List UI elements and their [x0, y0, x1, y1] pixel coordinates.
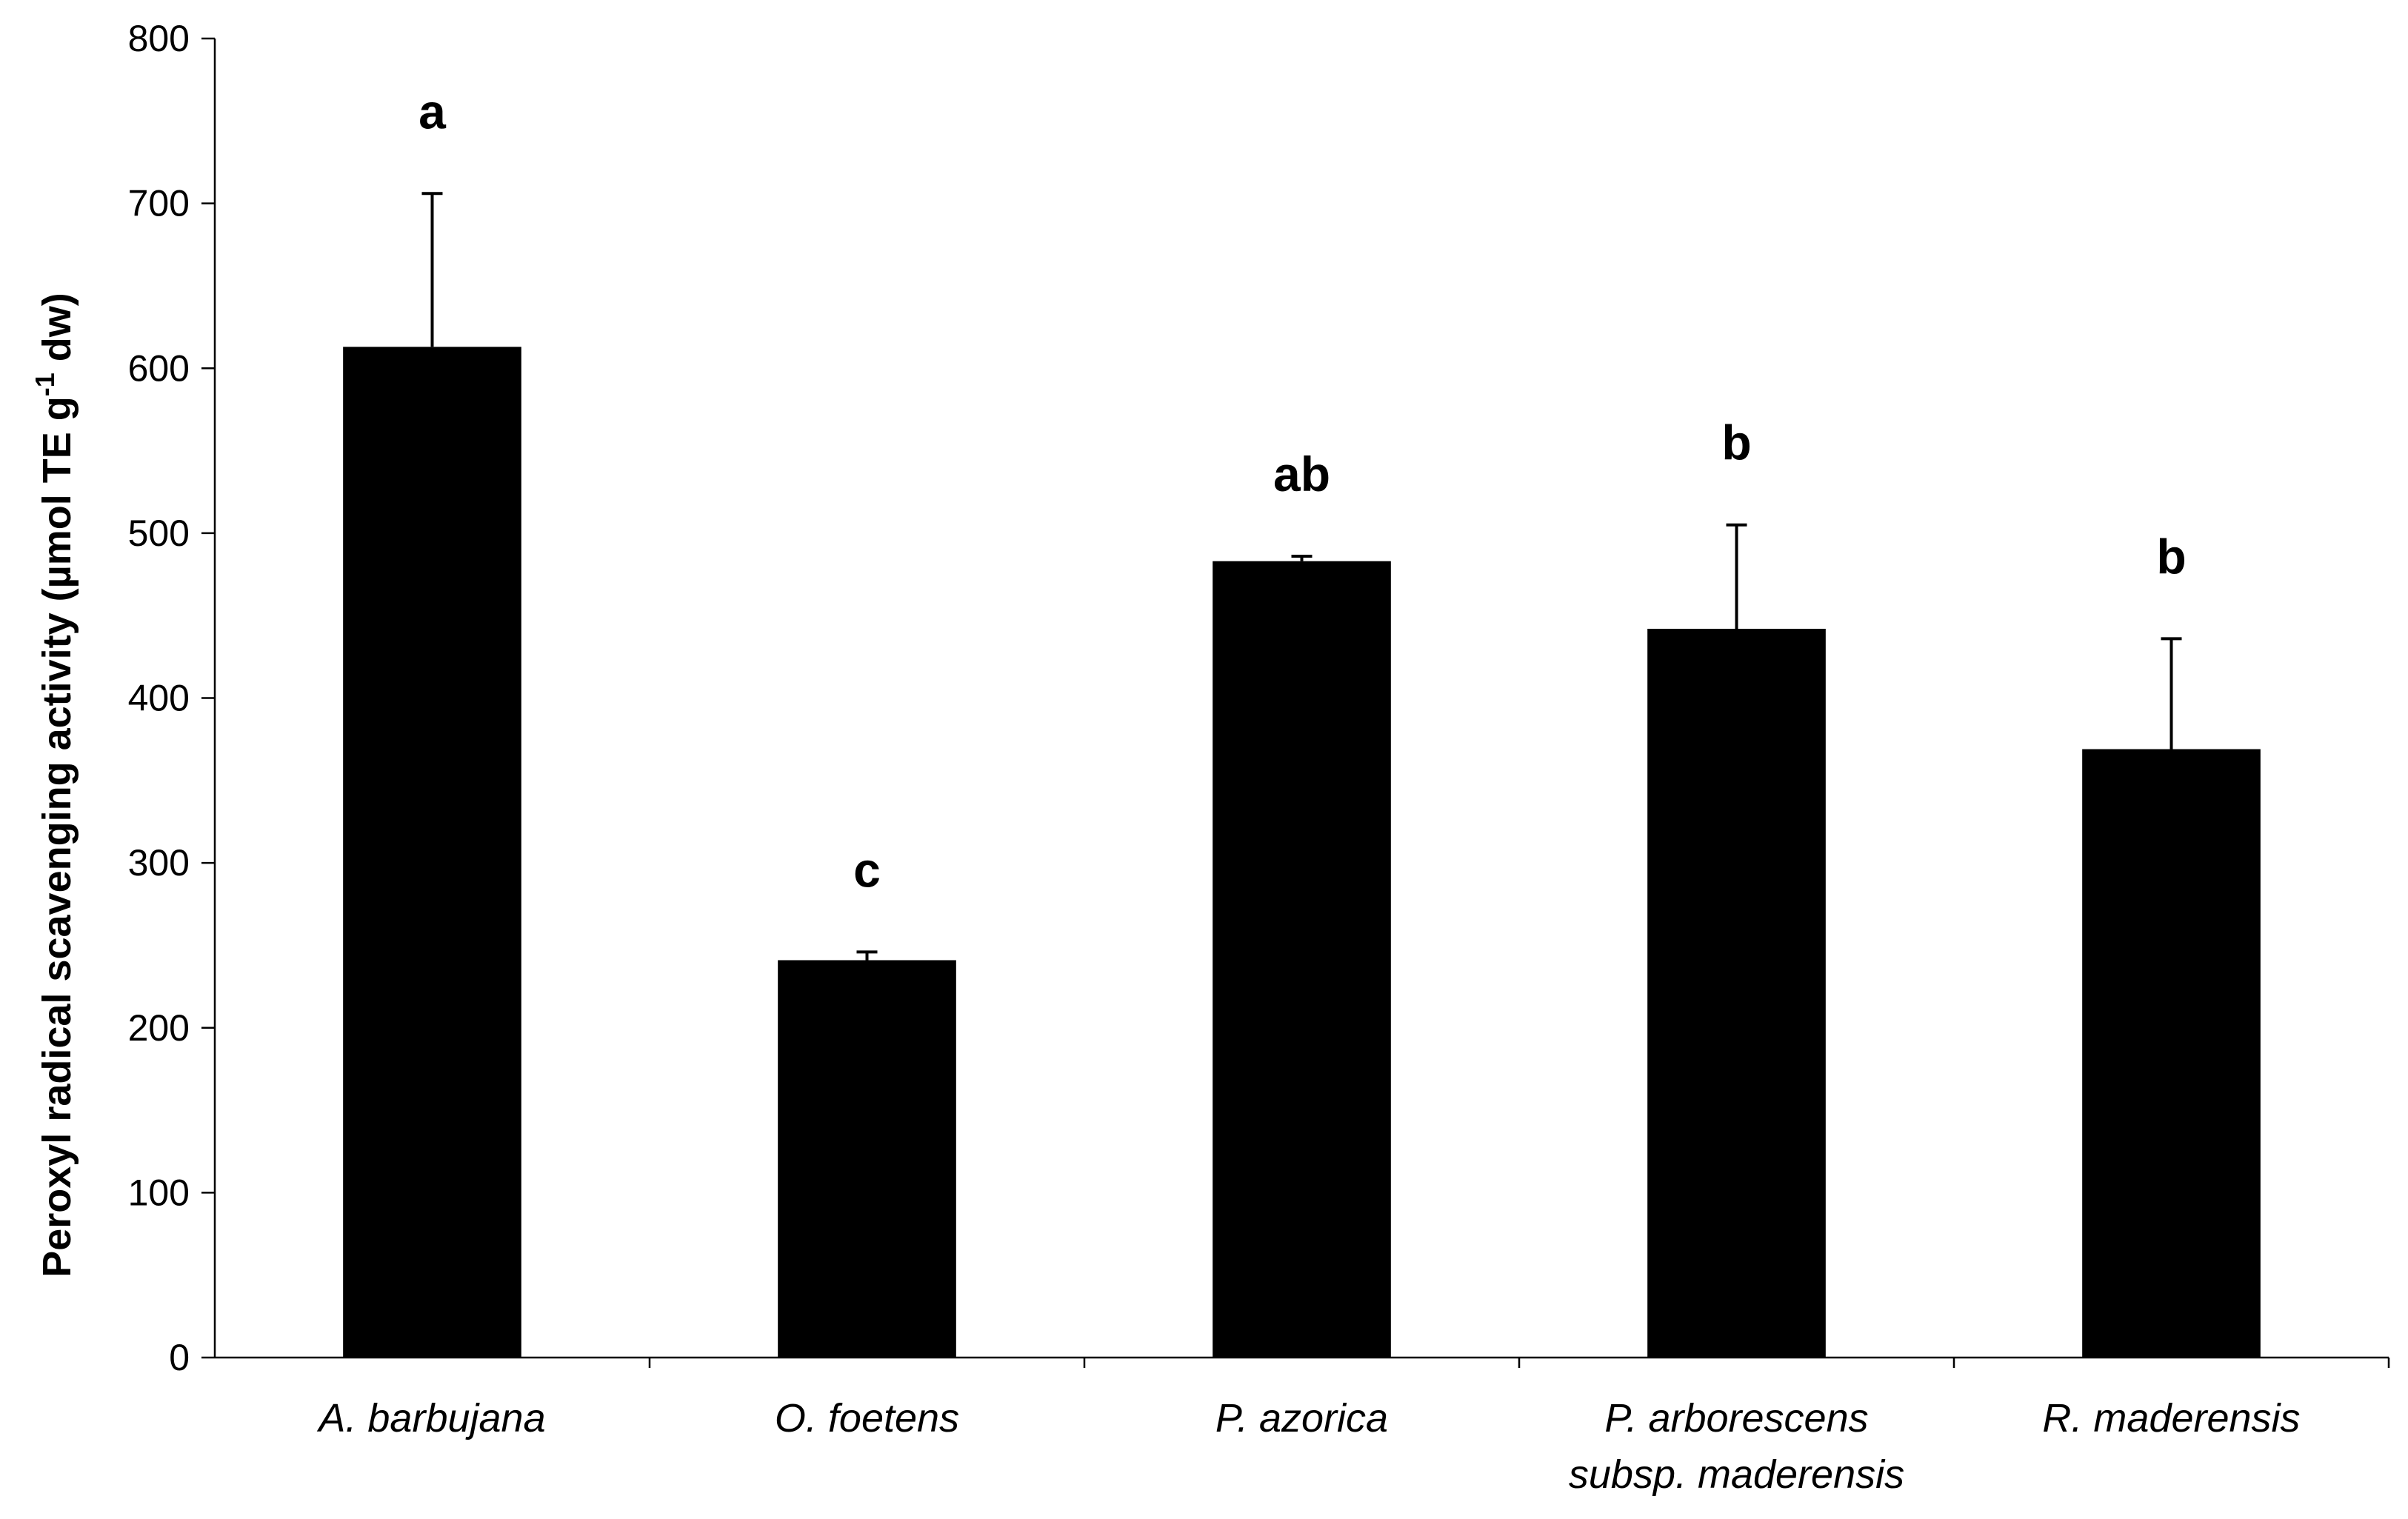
- x-tick-label: R. maderensis: [2042, 1396, 2300, 1440]
- significance-letter: ab: [1273, 447, 1330, 501]
- bar: [2082, 749, 2261, 1358]
- x-tick-label: P. arborescens: [1604, 1396, 1868, 1440]
- y-tick-label: 200: [128, 1007, 190, 1049]
- y-tick-label: 400: [128, 678, 190, 719]
- y-tick-label: 600: [128, 347, 190, 389]
- significance-letter: a: [418, 84, 447, 138]
- y-tick-label: 700: [128, 183, 190, 224]
- significance-letter: c: [853, 842, 881, 897]
- bars: [343, 347, 2261, 1358]
- y-axis-label-superscript: -1: [30, 373, 60, 396]
- x-tick-label: P. azorica: [1215, 1396, 1388, 1440]
- x-tick-label: A. barbujana: [316, 1396, 545, 1440]
- y-axis-label-tail: dw): [35, 293, 79, 373]
- x-tick-label: subsp. maderensis: [1569, 1452, 1904, 1497]
- bar: [1213, 561, 1391, 1358]
- y-tick-label: 100: [128, 1172, 190, 1213]
- y-axis-label: Peroxyl radical scavenging activity (µmo…: [30, 293, 79, 1278]
- significance-letter: b: [1721, 415, 1751, 470]
- y-tick-label: 0: [169, 1337, 190, 1378]
- y-tick-label: 300: [128, 842, 190, 884]
- y-axis-label-main: Peroxyl radical scavenging activity (µmo…: [35, 396, 79, 1278]
- x-tick-label: O. foetens: [775, 1396, 959, 1440]
- x-ticks: [648, 1358, 2390, 1368]
- y-tick-label: 800: [128, 18, 190, 59]
- bar: [1647, 628, 1826, 1358]
- category-labels: A. barbujana O. foetens P. azorica P. arbor…: [316, 1396, 2300, 1497]
- y-tick-label: 500: [128, 513, 190, 554]
- bar: [343, 347, 521, 1358]
- bar: [778, 960, 956, 1358]
- y-ticks: 0 100 200 300 400 500 600 700 800: [128, 18, 215, 1378]
- significance-letters: a c ab b b: [418, 84, 2187, 897]
- significance-letter: b: [2156, 529, 2186, 584]
- error-bars: [421, 192, 2182, 961]
